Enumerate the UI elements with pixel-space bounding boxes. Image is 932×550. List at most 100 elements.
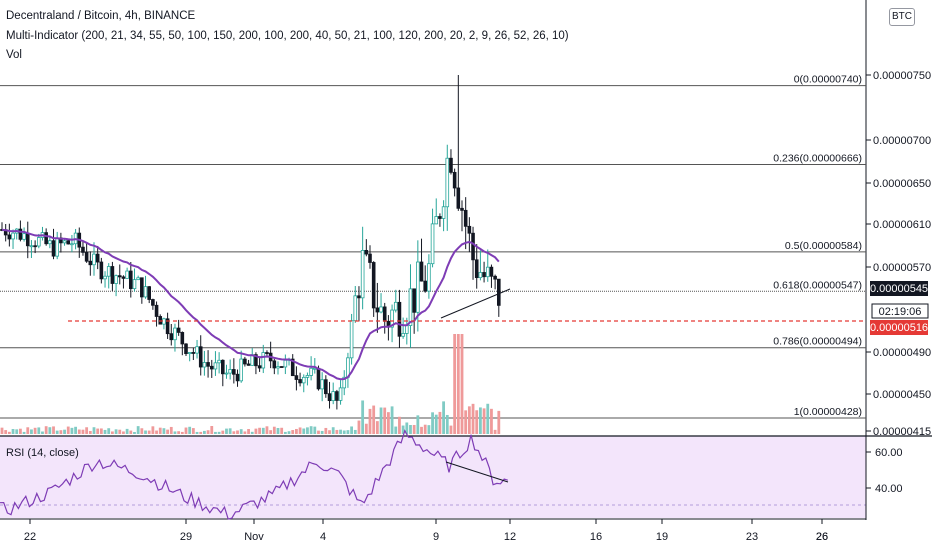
candle-body (316, 367, 321, 390)
volume-bar (405, 422, 409, 434)
candle-body (460, 207, 464, 211)
time-tick-label: 4 (320, 531, 326, 543)
volume-bar (453, 334, 457, 434)
volume-bar (328, 430, 331, 434)
volume-bar (166, 429, 169, 434)
volume-bar (191, 428, 195, 434)
candle-body (217, 359, 221, 364)
volume-bar (107, 428, 111, 434)
candle-body (51, 240, 56, 257)
volume-bar (188, 426, 192, 434)
volume-bar (401, 425, 405, 434)
volume-bar (361, 400, 365, 434)
volume-bar (125, 428, 129, 434)
volume-bar (464, 410, 468, 434)
volume-bar (63, 429, 66, 434)
candle-body (25, 233, 30, 247)
volume-bar (339, 429, 342, 434)
candle-body (324, 379, 328, 395)
volume-bar (96, 428, 100, 434)
price-axis: 0.00000750 0.00000700 0.00000650 0.00000610… (866, 70, 931, 438)
volume-bar (320, 430, 324, 434)
volume-bar (243, 431, 247, 434)
candle-body (478, 272, 483, 279)
time-tick-label: 19 (656, 531, 668, 543)
volume-bar (475, 410, 479, 434)
candle-body (140, 277, 144, 298)
candle-body (452, 171, 457, 189)
volume-bar (44, 426, 48, 434)
candle-body (81, 246, 85, 253)
volume-bar (357, 420, 361, 434)
fib-level-label: 1(0.00000428) (794, 406, 862, 418)
candle-body (390, 309, 394, 328)
volume-legend[interactable]: Vol (6, 49, 22, 61)
volume-bar (30, 429, 33, 434)
rsi-legend[interactable]: RSI (14, close) (6, 447, 79, 459)
volume-bar (434, 414, 438, 434)
volume-bar (118, 429, 122, 434)
volume-bar (254, 428, 258, 434)
candle-body (379, 306, 383, 313)
volume-bar (261, 427, 265, 434)
candle-body (254, 354, 258, 367)
time-tick-label: Nov (244, 531, 264, 543)
candle-body (55, 237, 59, 257)
candle-body (357, 295, 361, 299)
candle-body (125, 270, 129, 279)
indicator-legend[interactable]: Multi-Indicator (200, 21, 34, 55, 50, 10… (6, 30, 569, 42)
volume-bar (449, 425, 453, 434)
volume-bar (225, 428, 228, 434)
alert-price-marker: 0.00000516 (870, 320, 928, 335)
volume-bar (122, 431, 125, 434)
volume-bar (486, 403, 490, 434)
candle-body (22, 233, 26, 240)
volume-bar (199, 431, 203, 434)
candle-body (158, 316, 163, 325)
price-tick-label: 0.00000415 (873, 426, 931, 438)
price-tick-label: 0.00000570 (873, 262, 931, 274)
volume-bar (4, 430, 8, 434)
volume-bar (88, 430, 92, 434)
candle-body (165, 318, 170, 335)
trend-line-upper[interactable] (440, 288, 511, 319)
candle-body (360, 250, 365, 299)
candle-body (265, 352, 269, 354)
volume-bar (306, 427, 309, 434)
volume-bar (460, 334, 464, 434)
fib-level-label: 0.236(0.00000666) (773, 152, 862, 164)
fib-level-label: 0.618(0.00000547) (773, 279, 862, 291)
candle-body (456, 187, 461, 209)
rsi-trend-line[interactable] (445, 461, 509, 483)
volume-bar (493, 429, 497, 434)
volume-bar (217, 431, 221, 434)
volume-bar (287, 431, 291, 434)
candle-body (132, 279, 137, 290)
volume-bar (11, 429, 15, 434)
candle-body (257, 365, 262, 369)
candle-body (493, 275, 497, 280)
current-price-label: 0.00000545 (870, 283, 928, 295)
volume-bar (302, 428, 306, 434)
volume-bar (26, 427, 30, 434)
candle-body (338, 387, 343, 401)
countdown-label: 02:19:06 (879, 306, 922, 318)
volume-bar (111, 431, 114, 434)
volume-bar (210, 426, 214, 434)
volume-bar (442, 401, 445, 434)
volume-bar (387, 412, 390, 434)
currency-badge[interactable]: BTC (889, 8, 915, 26)
candle-body (232, 369, 236, 375)
volume-bar (169, 426, 173, 434)
candle-body (427, 263, 431, 292)
price-tick-label: 0.00000650 (873, 178, 931, 190)
candle-body (88, 260, 93, 266)
candle-body (349, 320, 354, 359)
volume-bar (129, 430, 133, 434)
volume-bar (280, 427, 284, 434)
candle-body (235, 373, 240, 382)
candle-body (430, 223, 435, 265)
volume-bar (317, 430, 320, 434)
candle-body (279, 366, 284, 368)
